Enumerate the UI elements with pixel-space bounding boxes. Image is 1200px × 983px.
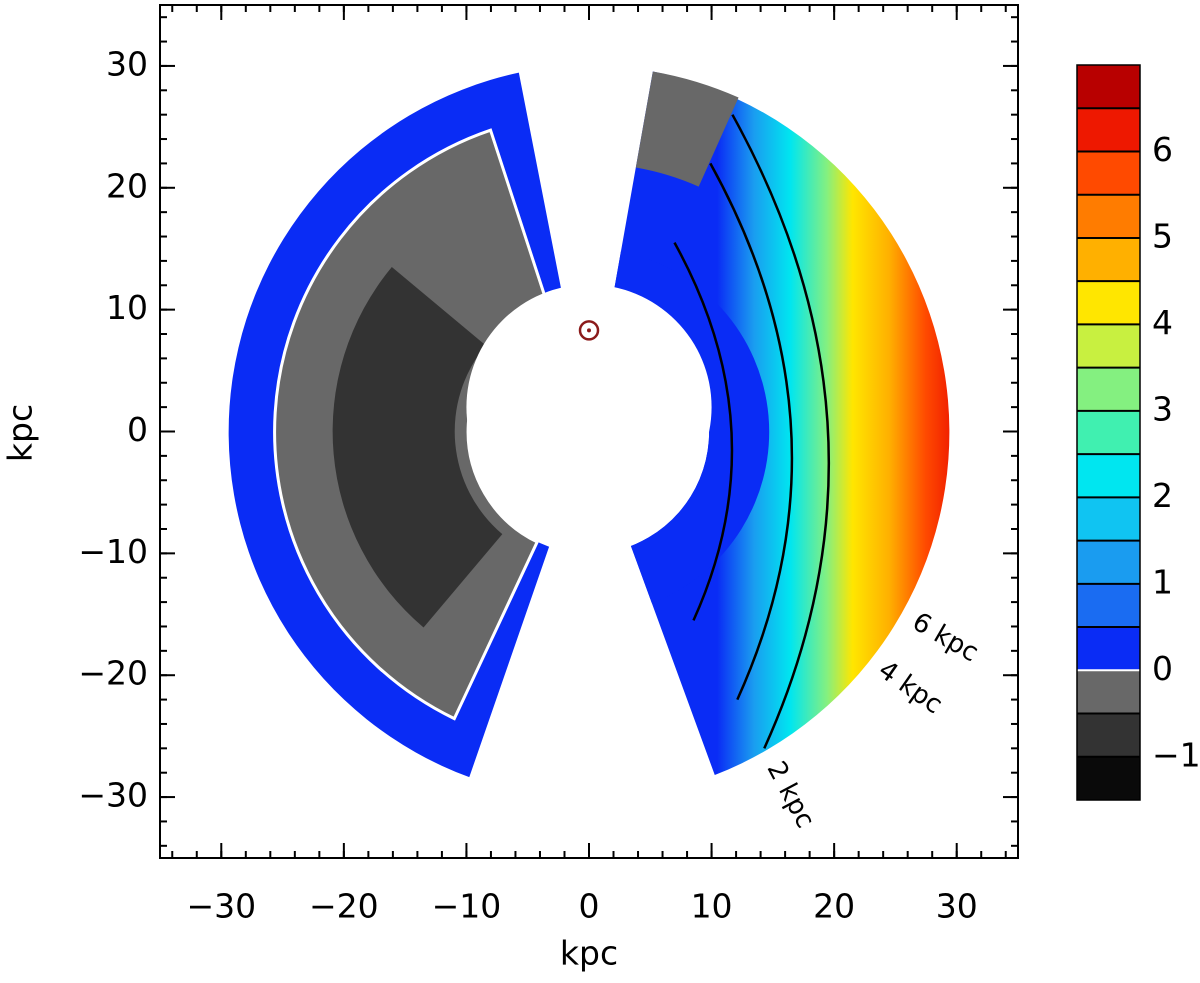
colorbar-cell bbox=[1077, 670, 1140, 714]
x-tick-label: 20 bbox=[813, 887, 855, 926]
colorbar-cell bbox=[1077, 497, 1140, 541]
colorbar-tick-label: 6 bbox=[1152, 130, 1173, 169]
colorbar-tick-label: 3 bbox=[1152, 389, 1173, 428]
y-tick-label: 30 bbox=[106, 44, 148, 83]
map-region bbox=[610, 251, 770, 604]
x-tick-label: 0 bbox=[579, 887, 600, 926]
colorbar-cell bbox=[1077, 65, 1140, 109]
y-axis-label: kpc bbox=[1, 404, 40, 462]
colorbar-cell bbox=[1077, 583, 1140, 628]
contour-line bbox=[731, 114, 831, 749]
contour-label: 4 kpc bbox=[873, 655, 948, 720]
colorbar-cell bbox=[1077, 237, 1140, 282]
colorbar-cell bbox=[1077, 454, 1140, 498]
colorbar-frame bbox=[1076, 64, 1141, 801]
colorbar-cell bbox=[1077, 627, 1140, 671]
y-tick-label: −30 bbox=[78, 776, 148, 815]
contour-line bbox=[709, 162, 794, 701]
colorbar-cell bbox=[1077, 540, 1140, 584]
map bbox=[228, 71, 950, 778]
colorbar-cell bbox=[1077, 713, 1140, 757]
map-region bbox=[635, 71, 739, 187]
map-region bbox=[610, 71, 950, 776]
y-tick-label: 20 bbox=[106, 166, 148, 205]
colorbar-tick-label: 2 bbox=[1152, 476, 1173, 515]
colorbar-cell bbox=[1077, 151, 1140, 195]
colorbar-tick-label: −1 bbox=[1152, 735, 1200, 774]
colorbar-tick-label: 5 bbox=[1152, 216, 1173, 255]
colorbar-cell bbox=[1077, 410, 1140, 455]
colorbar-cell bbox=[1077, 324, 1140, 368]
contour-label: 2 kpc bbox=[761, 757, 821, 833]
colorbar-cell bbox=[1077, 756, 1140, 800]
y-tick-label: −20 bbox=[78, 654, 148, 693]
y-tick-label: −10 bbox=[78, 532, 148, 571]
contour-line bbox=[673, 242, 734, 621]
sun-marker bbox=[578, 320, 600, 341]
colorbar-cell bbox=[1077, 194, 1140, 238]
x-axis-label: kpc bbox=[560, 934, 618, 973]
x-tick-label: 30 bbox=[936, 887, 978, 926]
colorbar-tick-label: 1 bbox=[1152, 562, 1173, 601]
colorbar-tick-label: 4 bbox=[1152, 303, 1173, 342]
contour-label: 6 kpc bbox=[907, 607, 983, 668]
colorbar-cell bbox=[1077, 281, 1140, 325]
x-tick-label: 10 bbox=[691, 887, 733, 926]
map-region bbox=[332, 267, 503, 628]
x-tick-label: −20 bbox=[309, 887, 379, 926]
y-tick-label: 0 bbox=[127, 410, 148, 449]
colorbar-cell bbox=[1077, 108, 1140, 152]
x-tick-label: −10 bbox=[432, 887, 502, 926]
x-tick-label: −30 bbox=[186, 887, 256, 926]
y-tick-label: 10 bbox=[106, 288, 148, 327]
colorbar-tick-label: 0 bbox=[1152, 649, 1173, 688]
map-hole bbox=[466, 284, 712, 530]
sun-marker-dot bbox=[587, 328, 591, 333]
colorbar-cell bbox=[1077, 367, 1140, 411]
